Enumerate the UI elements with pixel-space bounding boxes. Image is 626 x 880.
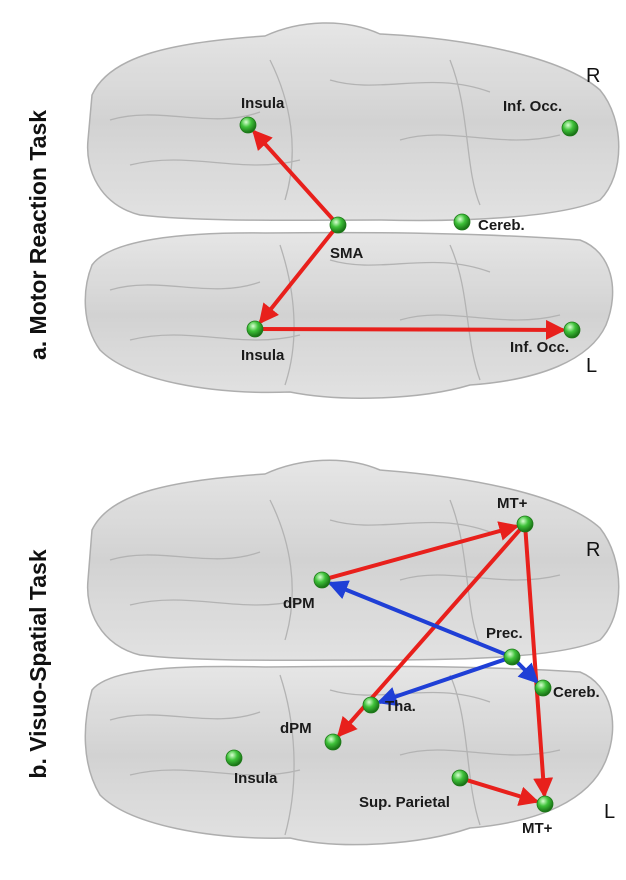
- node-label-a_insula_l: Insula: [241, 347, 285, 364]
- node-label-a_infocc_r: Inf. Occ.: [503, 98, 562, 115]
- node-label-a_infocc_l: Inf. Occ.: [510, 339, 569, 356]
- edge-b_supparietal-to-b_mt_l: [462, 777, 540, 806]
- node-a_sma: [329, 216, 347, 234]
- edge-b_prec-to-b_cereb: [513, 658, 539, 684]
- node-b_prec: [503, 648, 521, 666]
- node-label-b_mt_l: MT+: [522, 820, 553, 837]
- edge-b_prec-to-b_tha: [376, 656, 510, 707]
- node-a_insula_l: [246, 320, 264, 338]
- panel-a-left-label: L: [586, 355, 597, 377]
- node-label-b_prec: Prec.: [486, 625, 523, 642]
- node-b_cereb: [534, 679, 552, 697]
- node-label-b_insula: Insula: [234, 770, 278, 787]
- panel-a-edges: [252, 129, 567, 340]
- edge-b_mt_r-to-b_mt_l: [523, 526, 554, 799]
- brain-right-hemisphere: [86, 22, 620, 222]
- panel-a-nodes: Insula Inf. Occ. SMA Cereb. Insula Inf. Occ.: [239, 95, 581, 364]
- panel-b-left-label: L: [604, 801, 615, 823]
- edge-b_dpm_r-to-b_mt_r: [324, 521, 520, 581]
- node-label-b_tha: Tha.: [385, 698, 416, 715]
- node-a_insula_r: [239, 116, 257, 134]
- edge-a_sma-to-a_insula_l: [258, 226, 338, 325]
- brain-left-hemisphere: [84, 665, 614, 846]
- edge-a_sma-to-a_insula_r: [252, 129, 337, 224]
- node-b_mt_r: [516, 515, 534, 533]
- panel-b-nodes: MT+ dPM Prec. Cereb. Tha. dPM Insula Sup. Parie…: [225, 495, 600, 837]
- node-label-b_supparietal: Sup. Parietal: [359, 794, 450, 811]
- panel-a-title: a. Motor Reaction Task: [25, 110, 51, 360]
- panel-visuo-spatial: b. Visuo-Spatial Task R L MT+ dPM Prec. Cer…: [25, 459, 620, 846]
- node-label-b_dpm_l: dPM: [280, 720, 312, 737]
- node-b_insula: [225, 749, 243, 767]
- panel-motor-reaction: a. Motor Reaction Task R L Insula Inf. Oc…: [25, 22, 620, 399]
- node-a_infocc_r: [561, 119, 579, 137]
- node-label-b_dpm_r: dPM: [283, 595, 315, 612]
- node-b_tha: [362, 696, 380, 714]
- node-label-a_cereb: Cereb.: [478, 217, 525, 234]
- node-b_dpm_r: [313, 571, 331, 589]
- edge-b_prec-to-b_dpm_r: [327, 580, 510, 658]
- node-b_supparietal: [451, 769, 469, 787]
- node-label-b_cereb: Cereb.: [553, 684, 600, 701]
- brain-left-hemisphere: [84, 231, 614, 399]
- node-label-b_mt_r: MT+: [497, 495, 528, 512]
- panel-b-title: b. Visuo-Spatial Task: [25, 549, 51, 778]
- node-a_cereb: [453, 213, 471, 231]
- edge-a_insula_l-to-a_infocc_l: [257, 319, 567, 340]
- node-b_mt_l: [536, 795, 554, 813]
- panel-a-right-label: R: [586, 65, 600, 87]
- node-label-a_insula_r: Insula: [241, 95, 285, 112]
- panel-b-right-label: R: [586, 539, 600, 561]
- node-b_dpm_l: [324, 733, 342, 751]
- node-a_infocc_l: [563, 321, 581, 339]
- brain-right-hemisphere: [86, 459, 620, 662]
- node-label-a_sma: SMA: [330, 245, 364, 262]
